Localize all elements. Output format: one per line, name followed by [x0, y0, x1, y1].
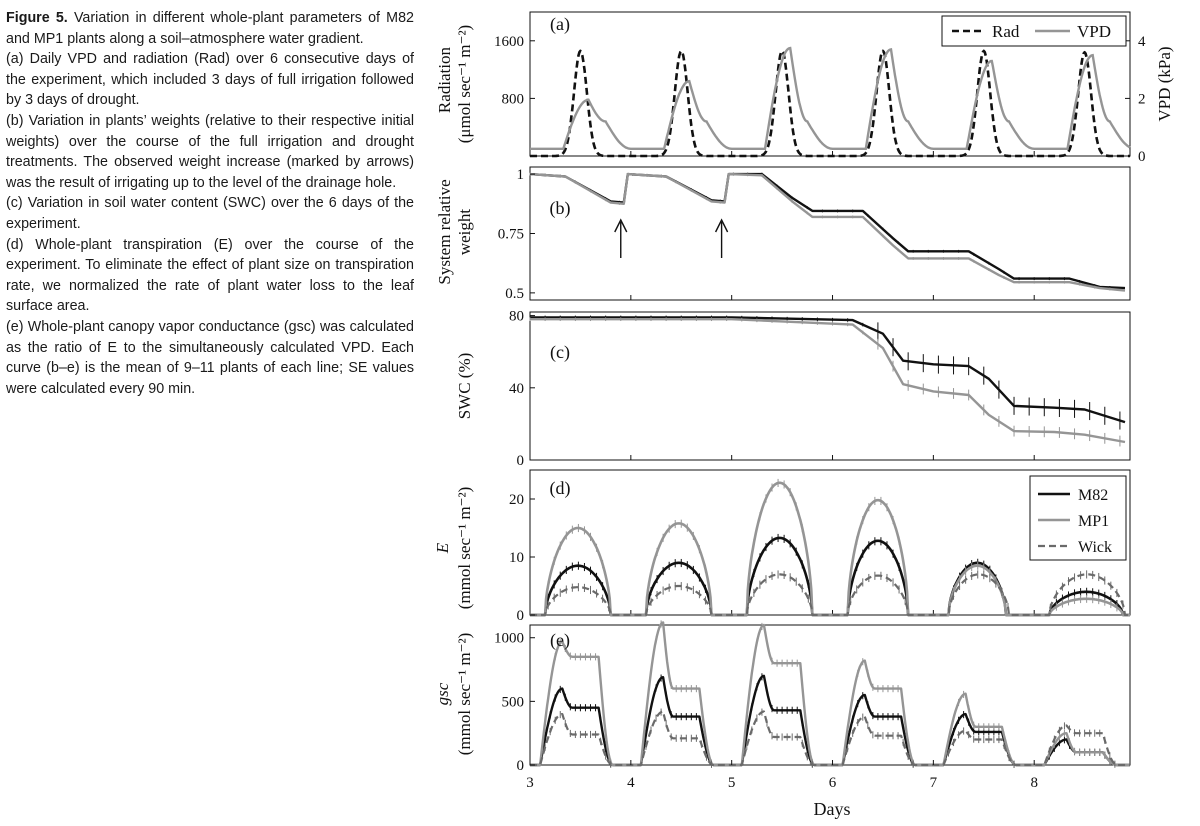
figure-caption: Figure 5. Variation in different whole-p… — [6, 8, 414, 399]
panel-e-y-tick-label-1: 500 — [502, 694, 525, 710]
legend-rad-label: Rad — [992, 22, 1020, 41]
vpd-series-line — [530, 46, 1131, 150]
panel-d-ylabel-1: E — [433, 542, 452, 554]
panel-b-y-tick-label-0: 0.5 — [505, 286, 524, 302]
panel-e-frame — [529, 624, 1131, 766]
panel-c-frame — [529, 311, 1131, 461]
panel-a-y-tick-label-1: 1600 — [494, 34, 524, 50]
panel-e-ylabel-2: (mmol sec⁻¹ m⁻²) — [455, 633, 474, 756]
legend-wick-label: Wick — [1078, 539, 1112, 556]
panel-b-frame — [529, 166, 1131, 301]
caption-item-c: (c) Variation in soil water content (SWC… — [6, 195, 414, 232]
legend-vpd-label: VPD — [1077, 22, 1111, 41]
panel-b-m82-line — [529, 172, 1126, 290]
panel-a-y2-tick-label-1: 2 — [1138, 91, 1146, 107]
panel-e-ylabel-1: gsc — [433, 682, 452, 705]
panel-e-xtick-label-4: 7 — [930, 775, 938, 791]
caption-intro-text: Variation in different whole-plant param… — [6, 10, 414, 47]
panel-c-y-tick-label-2: 80 — [509, 309, 524, 325]
panel-b-label: (b) — [550, 198, 571, 219]
panel-b-y-tick-label-1: 0.75 — [498, 227, 524, 243]
panel-b-y-tick-label-2: 1 — [517, 167, 525, 183]
panel-e-xtick-label-3: 6 — [829, 775, 837, 791]
panel-a-y2label: VPD (kPa) — [1155, 46, 1174, 121]
panel-d-ylabel-2: (mmol sec⁻¹ m⁻²) — [455, 487, 474, 610]
panel-c-ylabel: SWC (%) — [455, 353, 474, 420]
panel-b-ylabel-1: System relative — [435, 179, 454, 284]
panel-d-legend-box — [1029, 475, 1127, 561]
panel-e-label: (e) — [550, 630, 570, 651]
caption-item-a: (a) Daily VPD and radiation (Rad) over 6… — [6, 51, 414, 109]
panel-d-label: (d) — [550, 478, 571, 499]
caption-item-e: (e) Whole-plant canopy vapor conductance… — [6, 318, 414, 397]
panel-a-y-tick-label-0: 800 — [502, 91, 525, 107]
panel-a-label: (a) — [550, 14, 570, 35]
legend-mp1-label: MP1 — [1078, 513, 1109, 530]
caption-item-d: (d) Whole-plant transpiration (E) over t… — [6, 236, 414, 315]
panel-a-ylabel-2: (μmol sec⁻¹ m⁻²) — [455, 25, 474, 143]
rad-series-line — [529, 49, 1131, 158]
panel-c-mp1-line — [530, 318, 1126, 444]
panel-e-xtick-label-1: 4 — [627, 775, 635, 791]
figure-label: Figure 5. — [6, 10, 68, 26]
panel-e-y-tick-label-0: 0 — [517, 758, 525, 774]
panel-d-y-tick-label-2: 20 — [509, 492, 524, 508]
panel-c-y-tick-label-0: 0 — [517, 453, 525, 469]
panel-e-xtick-label-5: 8 — [1030, 775, 1038, 791]
legend-m82-label: M82 — [1078, 487, 1108, 504]
panel-e-xtick-label-0: 3 — [526, 775, 534, 791]
caption-intro: Figure 5. Variation in different whole-p… — [6, 8, 414, 49]
panel-b-mp1-line — [529, 172, 1126, 292]
panel-a-legend-box — [941, 15, 1127, 47]
weight-increase-arrowhead-2 — [714, 218, 729, 233]
panel-a-y2-tick-label-2: 4 — [1138, 34, 1146, 50]
panel-a-ylabel-1: Radiation — [435, 46, 454, 113]
panel-c-y-tick-label-1: 40 — [509, 381, 524, 397]
panel-e-mp1-line — [529, 621, 1131, 767]
weight-increase-arrowhead-1 — [614, 218, 628, 233]
panel-d-y-tick-label-0: 0 — [517, 608, 525, 624]
panel-a-y2-tick-label-0: 0 — [1138, 149, 1146, 165]
x-axis-label: Days — [814, 799, 851, 819]
panel-c-label: (c) — [550, 342, 570, 363]
panel-e-xtick-label-2: 5 — [728, 775, 736, 791]
panel-b-ylabel-2: weight — [455, 209, 474, 256]
caption-item-b: (b) Variation in plants’ weights (relati… — [6, 112, 414, 191]
panel-e-y-tick-label-2: 1000 — [494, 631, 524, 647]
panel-d-wick-line — [529, 573, 1131, 617]
panel-e-wick-line — [529, 710, 1131, 767]
panel-e-m82-line — [529, 674, 1131, 767]
panel-c-m82-line — [530, 316, 1126, 424]
panel-d-y-tick-label-1: 10 — [509, 550, 524, 566]
